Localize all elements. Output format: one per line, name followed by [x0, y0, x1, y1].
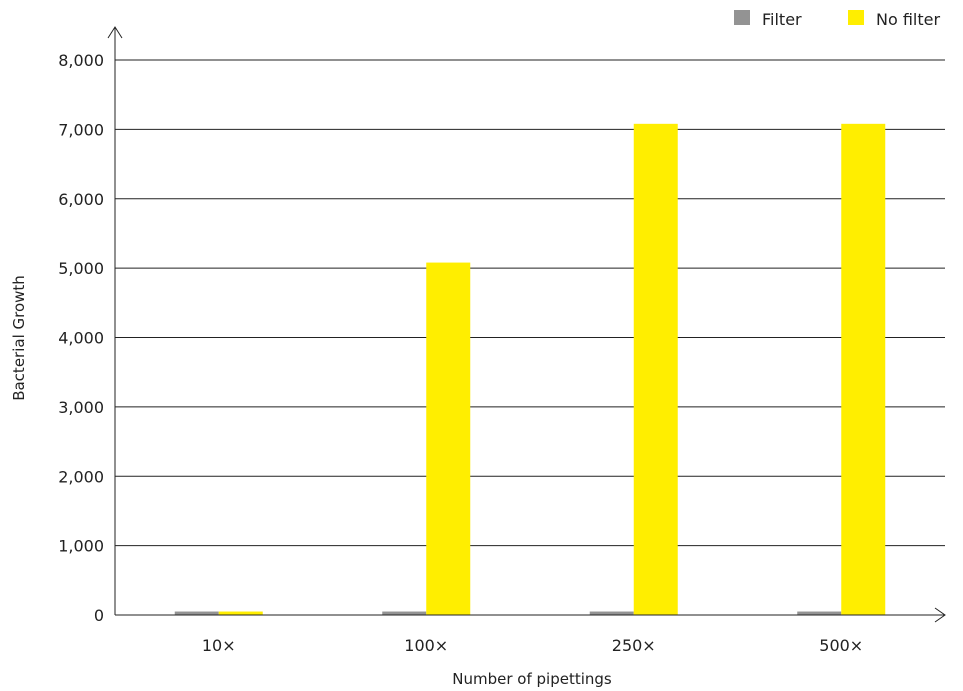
bar-filter: [589, 611, 634, 615]
x-tick-label: 250×: [612, 636, 656, 655]
y-tick-label: 5,000: [58, 259, 104, 278]
x-tick-label: 10×: [202, 636, 236, 655]
y-axis-title: Bacterial Growth: [10, 275, 28, 401]
x-axis-arrow: [934, 607, 946, 623]
y-tick-label: 3,000: [58, 398, 104, 417]
bar-filter: [797, 611, 842, 615]
y-tick-label: 4,000: [58, 329, 104, 348]
legend-swatch: [734, 10, 750, 25]
x-tick-label: 100×: [404, 636, 448, 655]
legend-label: No filter: [876, 10, 940, 29]
bar-filter: [382, 611, 427, 615]
y-tick-label: 7,000: [58, 120, 104, 139]
legend: Filter No filter: [734, 10, 940, 29]
y-tick-label: 1,000: [58, 537, 104, 556]
x-tick-label: 500×: [819, 636, 863, 655]
bar-no-filter: [218, 611, 263, 615]
legend-label: Filter: [762, 10, 802, 29]
gridlines: [115, 59, 945, 547]
y-tick-label: 6,000: [58, 190, 104, 209]
x-axis-title: Number of pipettings: [452, 670, 612, 688]
bar-no-filter: [841, 123, 886, 615]
y-tick-labels: 0 1,000 2,000 3,000 4,000 5,000 6,000 7,000 8,00…: [58, 51, 104, 625]
y-tick-label: 8,000: [58, 51, 104, 70]
legend-swatch: [848, 10, 864, 25]
bar-filter: [174, 611, 219, 615]
x-tick-labels: 10× 100× 250× 500×: [202, 636, 863, 655]
bar-no-filter: [633, 123, 678, 615]
y-tick-label: 2,000: [58, 467, 104, 486]
y-axis-arrow: [107, 26, 123, 39]
y-tick-label: 0: [94, 606, 104, 625]
bar-no-filter: [426, 262, 471, 615]
bars: [174, 123, 886, 615]
